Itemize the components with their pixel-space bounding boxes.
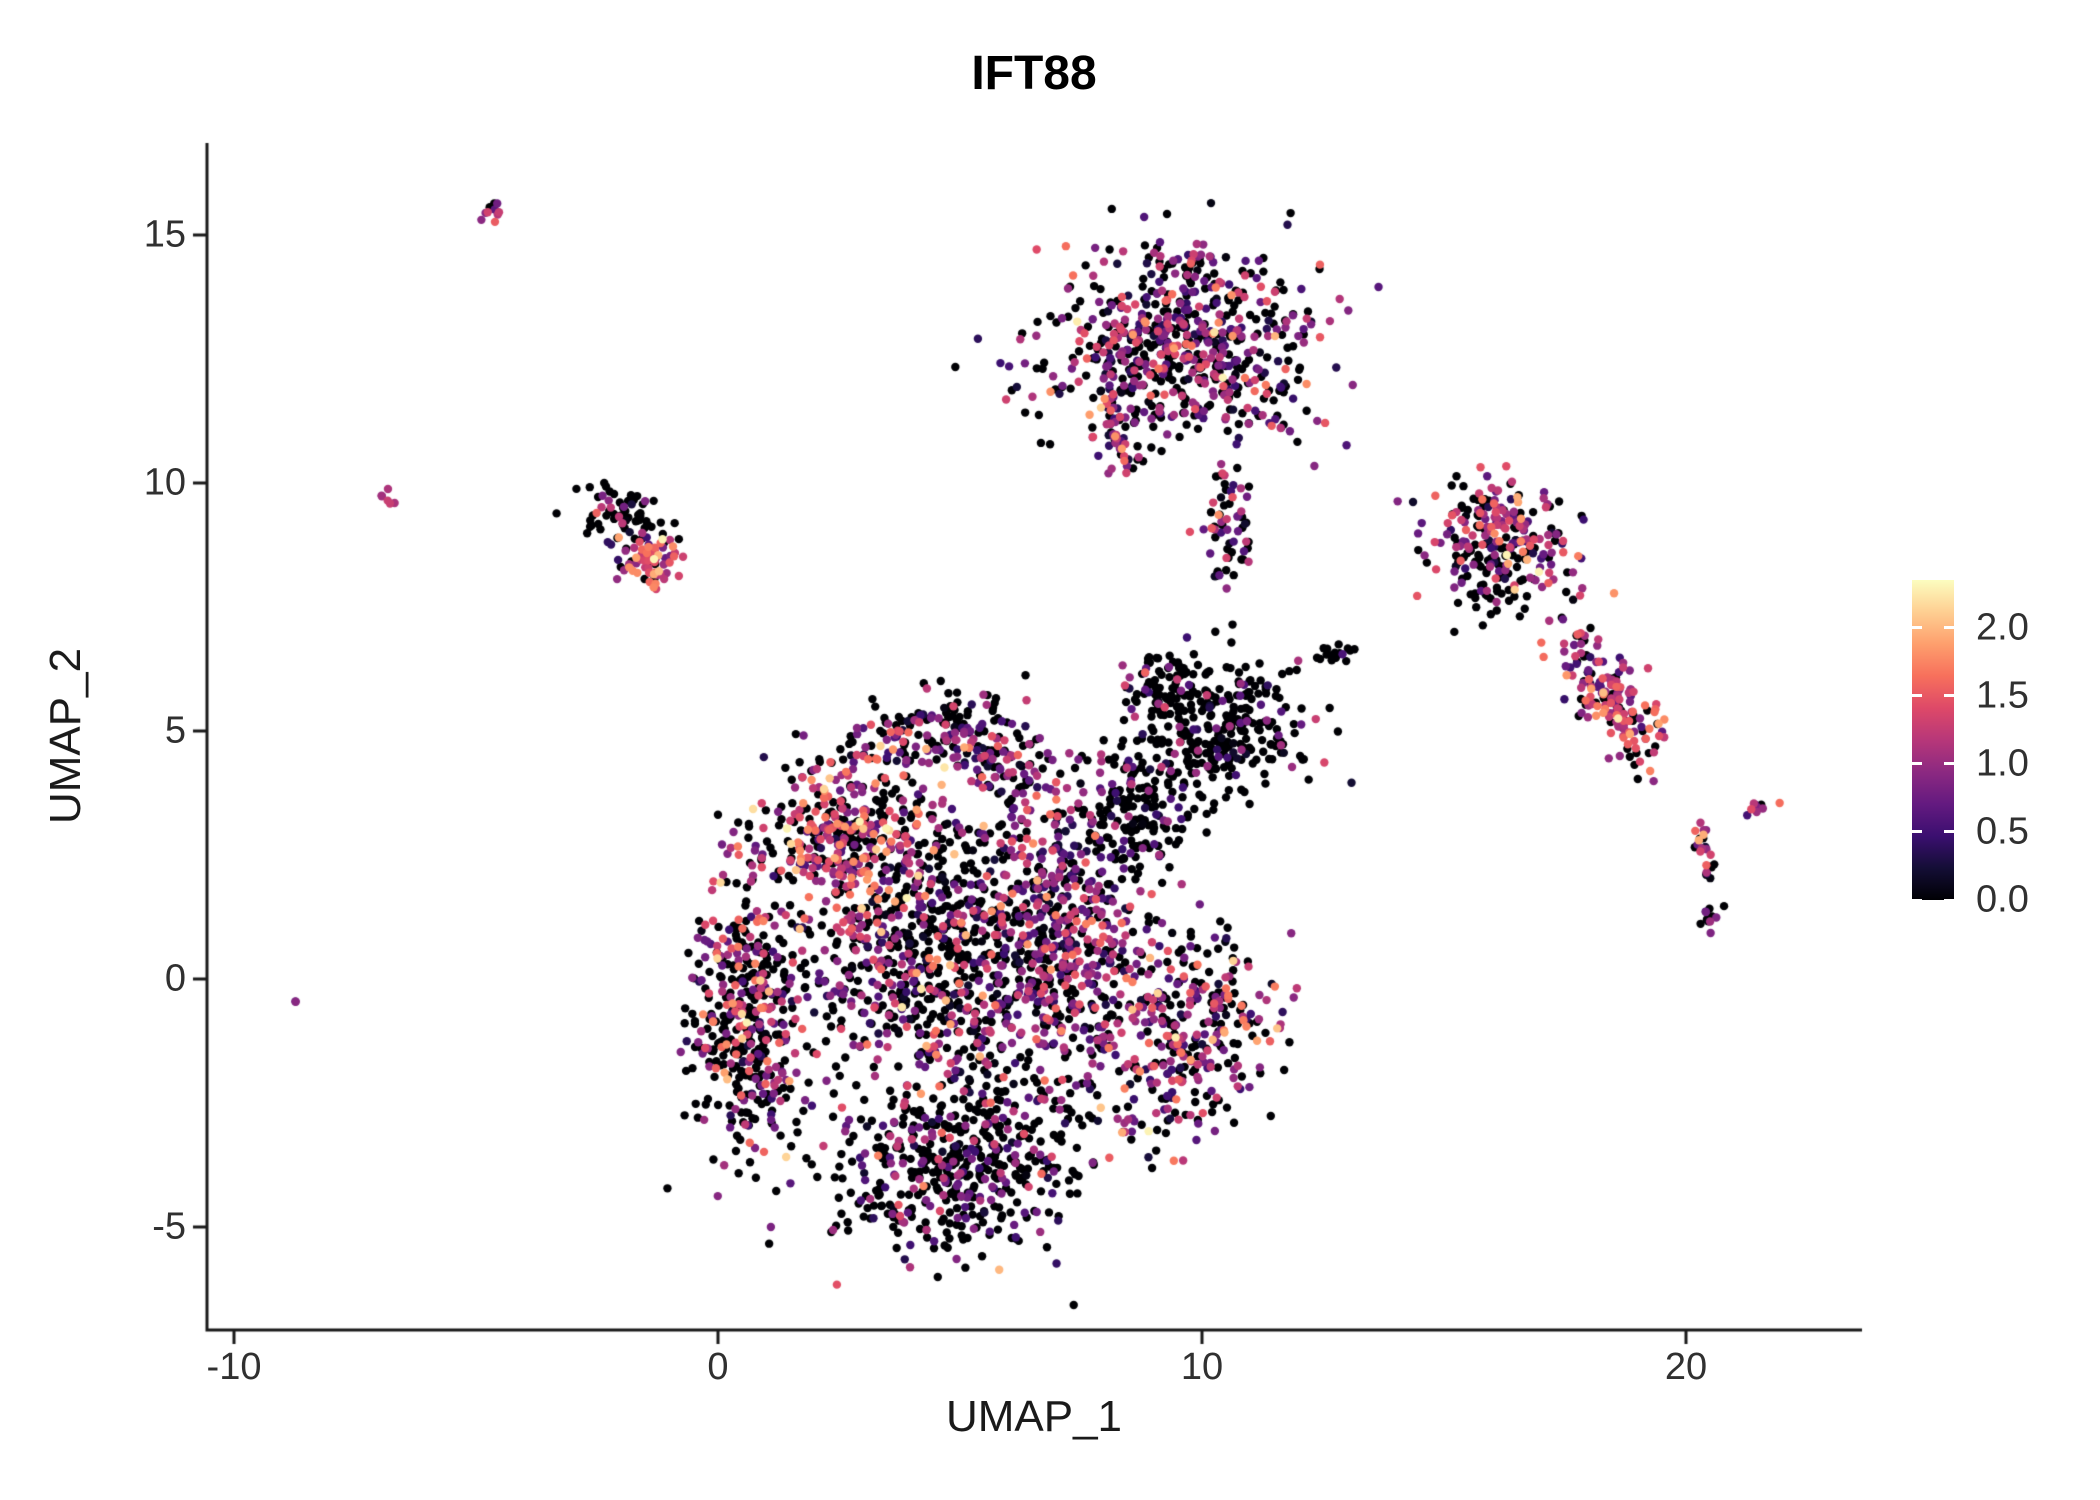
legend-tick-mark: [1912, 626, 1922, 630]
legend-tick-mark: [1912, 898, 1922, 902]
x-axis-tick-label: 20: [1664, 1346, 1708, 1388]
x-axis-title: UMAP_1: [945, 1392, 1123, 1441]
y-axis-tick-label: 15: [143, 213, 186, 256]
legend-tick-mark: [1912, 830, 1922, 834]
y-axis-title: UMAP_2: [41, 647, 90, 825]
legend-tick-mark: [1944, 694, 1954, 698]
x-axis-tick-label: 0: [707, 1346, 729, 1388]
legend-tick-mark: [1912, 694, 1922, 698]
x-axis-tick-label: -10: [206, 1346, 262, 1388]
y-axis-tick-label: 0: [164, 957, 186, 1000]
y-axis-tick-label: 10: [143, 461, 186, 504]
legend-tick-mark: [1944, 898, 1954, 902]
chart-title: IFT88: [971, 47, 1097, 100]
y-axis-tick-label: 5: [164, 709, 186, 752]
legend-tick-label: 2.0: [1976, 606, 2029, 649]
legend-tick-mark: [1944, 762, 1954, 766]
legend-tick-label: 1.5: [1976, 674, 2029, 717]
legend-tick-mark: [1944, 626, 1954, 630]
x-axis-tick-label: 10: [1180, 1346, 1224, 1388]
legend-tick-label: 0.0: [1976, 878, 2029, 921]
legend-tick-label: 1.0: [1976, 742, 2029, 785]
legend-colorbar: [1912, 580, 1954, 902]
legend-tick-label: 0.5: [1976, 810, 2029, 853]
legend-tick-mark: [1944, 830, 1954, 834]
y-axis-tick-label: -5: [152, 1205, 186, 1248]
legend-tick-mark: [1912, 762, 1922, 766]
